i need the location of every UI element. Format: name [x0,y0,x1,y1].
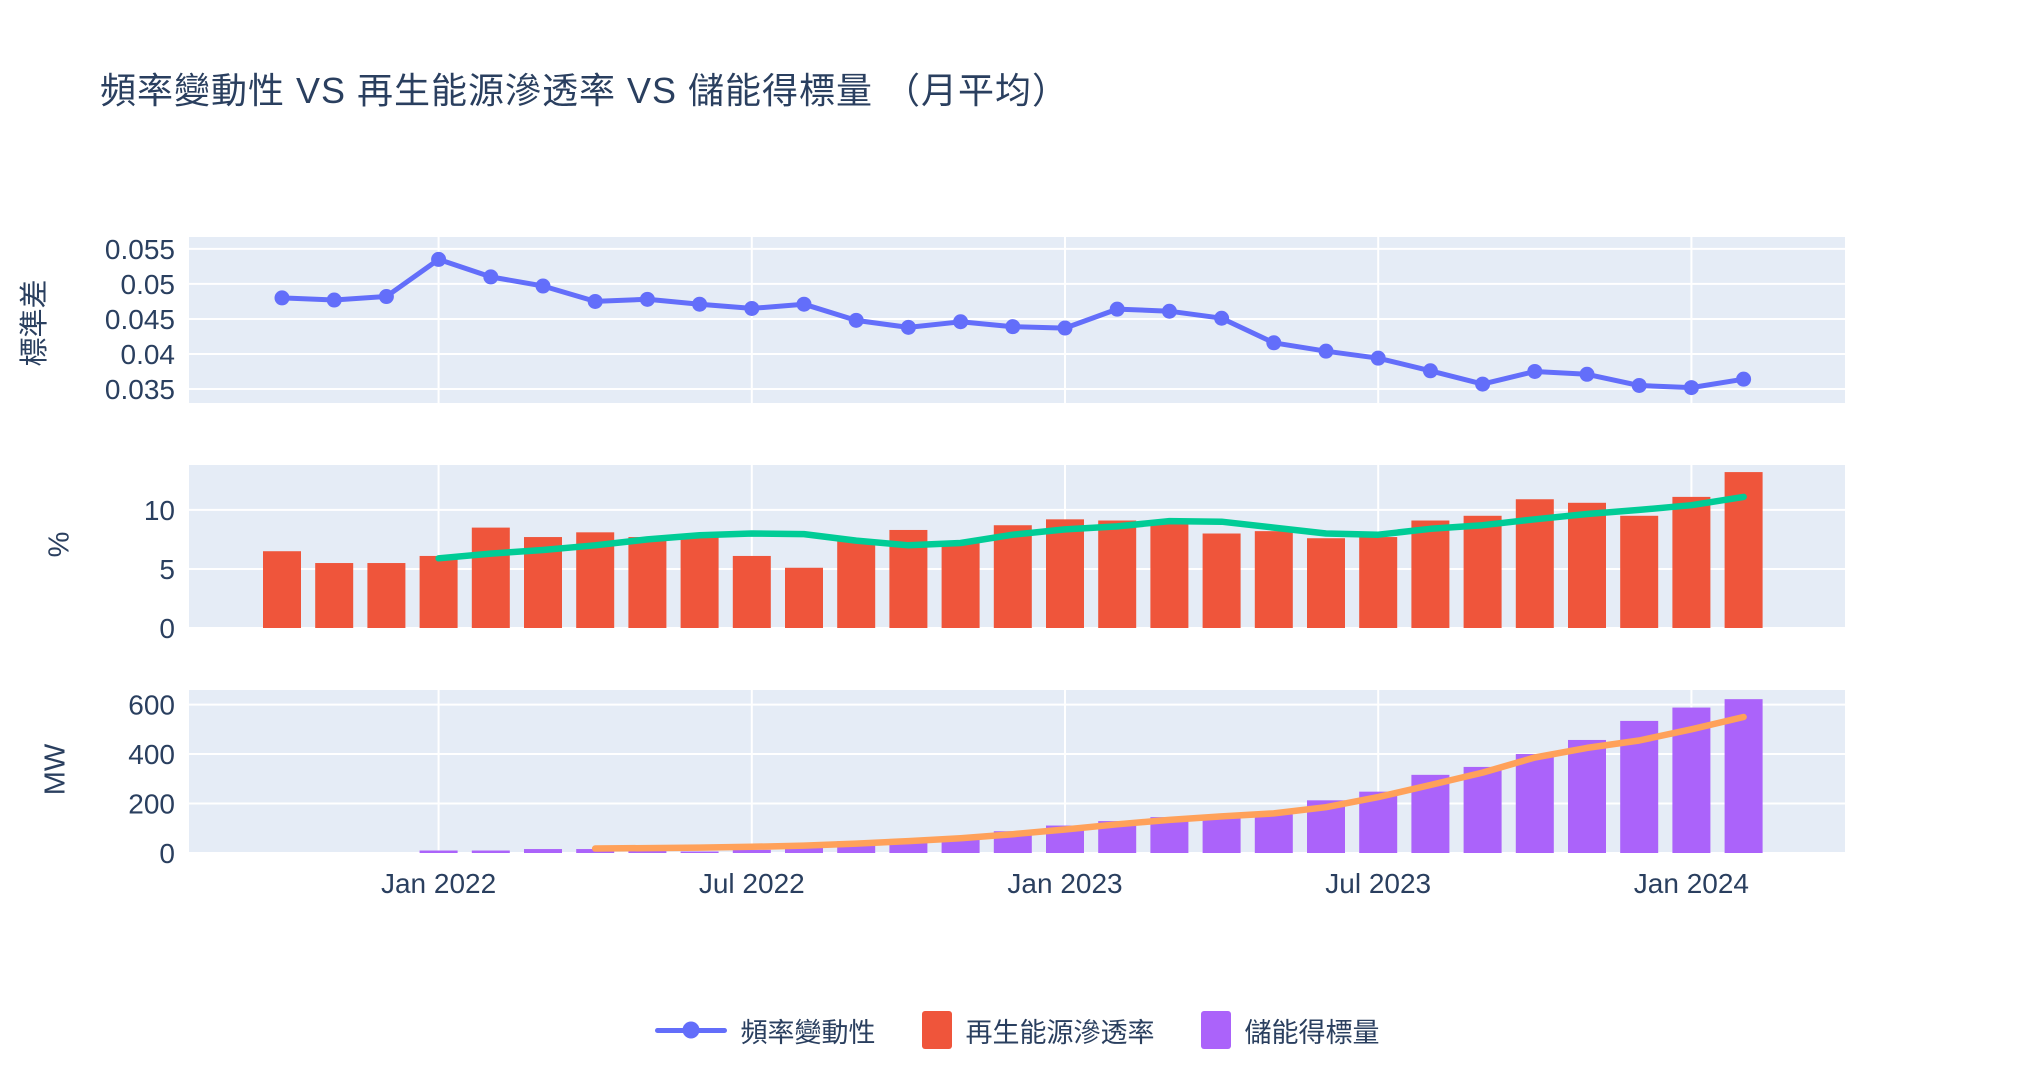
bar-再生能源滲透率-2022-07[interactable] [732,555,771,628]
bar-再生能源滲透率-2022-01[interactable] [419,555,458,628]
data-point-頻率變動性-2023-06[interactable] [1318,343,1334,359]
bar-再生能源滲透率-2023-07[interactable] [1359,537,1398,628]
legend-label: 頻率變動性 [740,1017,876,1048]
bar-儲能得標量-2022-03[interactable] [524,849,562,853]
bar-再生能源滲透率-2023-03[interactable] [1150,524,1189,628]
y-tick-label: 600 [128,690,175,721]
data-point-頻率變動性-2022-04[interactable] [587,293,603,309]
data-point-頻率變動性-2022-11[interactable] [953,314,969,330]
data-point-頻率變動性-2021-10[interactable] [274,290,290,306]
bar-儲能得標量-2023-09[interactable] [1463,766,1502,853]
bar-再生能源滲透率-2022-11[interactable] [941,542,980,628]
data-point-頻率變動性-2023-10[interactable] [1527,363,1543,379]
trend-line-再生能源滲透率 [435,493,1747,562]
x-tick-label: Jul 2023 [1325,868,1431,899]
data-point-頻率變動性-2022-05[interactable] [639,291,655,307]
data-point-頻率變動性-2023-03[interactable] [1161,303,1177,319]
y-tick-label: 0.035 [105,374,175,405]
legend-item-renewable-penetration[interactable]: 再生能源滲透率 [921,1011,1155,1050]
bar-儲能得標量-2022-02[interactable] [471,850,510,853]
data-point-頻率變動性-2023-08[interactable] [1422,363,1438,379]
bar-再生能源滲透率-2021-12[interactable] [367,563,406,628]
y-tick-label: 0.045 [105,304,175,335]
bar-再生能源滲透率-2023-05[interactable] [1254,531,1293,628]
bar-儲能得標量-2022-06[interactable] [680,851,719,853]
data-point-頻率變動性-2022-06[interactable] [692,296,708,312]
data-point-頻率變動性-2022-08[interactable] [796,296,812,312]
y-tick-label: 0 [159,613,175,644]
y-tick-label: 0.04 [121,339,176,370]
bar-再生能源滲透率-2023-01[interactable] [1046,519,1084,628]
y-tick-label: 10 [144,495,175,526]
y-tick-label: 400 [128,739,175,770]
bar-再生能源滲透率-2022-06[interactable] [680,535,719,628]
x-tick-label: Jan 2023 [1007,868,1122,899]
data-point-頻率變動性-2022-12[interactable] [1005,319,1021,335]
data-point-頻率變動性-2022-01[interactable] [431,251,447,267]
y-tick-label: 0 [159,838,175,869]
bar-再生能源滲透率-2023-06[interactable] [1307,538,1345,628]
bar-swatch-icon [1200,1011,1231,1049]
data-point-頻率變動性-2023-04[interactable] [1214,310,1230,326]
bar-再生能源滲透率-2024-01[interactable] [1672,496,1711,628]
data-point-頻率變動性-2023-07[interactable] [1370,350,1386,366]
legend-item-storage-award[interactable]: 儲能得標量 [1200,1011,1380,1050]
line-marker-icon [654,1020,727,1040]
data-point-頻率變動性-2023-12[interactable] [1631,377,1647,393]
bar-儲能得標量-2023-04[interactable] [1202,815,1241,853]
y-tick-label: 0.055 [105,234,175,265]
bar-再生能源滲透率-2023-09[interactable] [1463,515,1502,628]
trend-line-儲能得標量 [591,713,1747,852]
bar-儲能得標量-2023-11[interactable] [1568,739,1606,853]
bar-再生能源滲透率-2023-11[interactable] [1568,502,1606,628]
data-point-頻率變動性-2023-05[interactable] [1266,335,1282,351]
data-point-頻率變動性-2023-02[interactable] [1109,301,1125,317]
bar-儲能得標量-2022-05[interactable] [628,850,667,853]
data-point-頻率變動性-2023-11[interactable] [1579,366,1595,382]
data-point-頻率變動性-2022-03[interactable] [535,278,551,294]
bar-再生能源滲透率-2023-02[interactable] [1098,520,1137,628]
bar-再生能源滲透率-2021-11[interactable] [315,563,354,628]
bar-儲能得標量-2024-02[interactable] [1724,699,1763,853]
y-tick-label: 200 [128,789,175,820]
chart-title: 頻率變動性 VS 再生能源滲透率 VS 儲能得標量 （月平均） [100,70,1070,111]
legend-item-frequency-variability[interactable]: 頻率變動性 [654,1011,876,1050]
data-point-頻率變動性-2022-09[interactable] [848,312,864,328]
bar-儲能得標量-2022-07[interactable] [732,849,771,853]
data-point-頻率變動性-2022-02[interactable] [483,269,499,285]
data-point-頻率變動性-2021-12[interactable] [378,289,394,305]
bar-儲能得標量-2023-05[interactable] [1254,814,1293,853]
legend-label: 儲能得標量 [1244,1017,1380,1048]
bar-儲能得標量-2023-10[interactable] [1515,754,1554,853]
data-point-頻率變動性-2022-07[interactable] [744,300,760,316]
chart-legend: 頻率變動性 再生能源滲透率 儲能得標量 [189,1000,1845,1060]
bar-儲能得標量-2022-09[interactable] [837,841,876,853]
bar-再生能源滲透率-2022-09[interactable] [837,540,876,628]
bar-再生能源滲透率-2023-08[interactable] [1411,520,1450,628]
bar-儲能得標量-2022-01[interactable] [419,850,458,853]
data-point-頻率變動性-2023-01[interactable] [1057,320,1073,336]
y-tick-label: 0.05 [121,269,176,300]
bar-儲能得標量-2022-11[interactable] [941,838,980,853]
data-point-頻率變動性-2024-02[interactable] [1736,371,1752,387]
data-point-頻率變動性-2022-10[interactable] [900,319,916,335]
bar-再生能源滲透率-2022-05[interactable] [628,537,667,628]
x-tick-label: Jan 2024 [1634,868,1749,899]
bar-再生能源滲透率-2023-12[interactable] [1620,515,1659,628]
bar-再生能源滲透率-2022-08[interactable] [785,567,823,628]
data-point-頻率變動性-2021-11[interactable] [326,292,342,308]
bar-再生能源滲透率-2021-10[interactable] [263,551,301,628]
bar-再生能源滲透率-2023-04[interactable] [1202,533,1241,628]
x-tick-label: Jan 2022 [381,868,496,899]
legend-label: 再生能源滲透率 [965,1017,1155,1048]
data-point-頻率變動性-2023-09[interactable] [1475,376,1491,392]
bar-再生能源滲透率-2022-02[interactable] [471,527,510,628]
data-point-頻率變動性-2024-01[interactable] [1683,380,1699,396]
bar-swatch-icon [921,1011,952,1049]
bar-再生能源滲透率-2022-12[interactable] [993,525,1032,628]
y-tick-label: 5 [159,554,175,585]
x-tick-label: Jul 2022 [699,868,805,899]
